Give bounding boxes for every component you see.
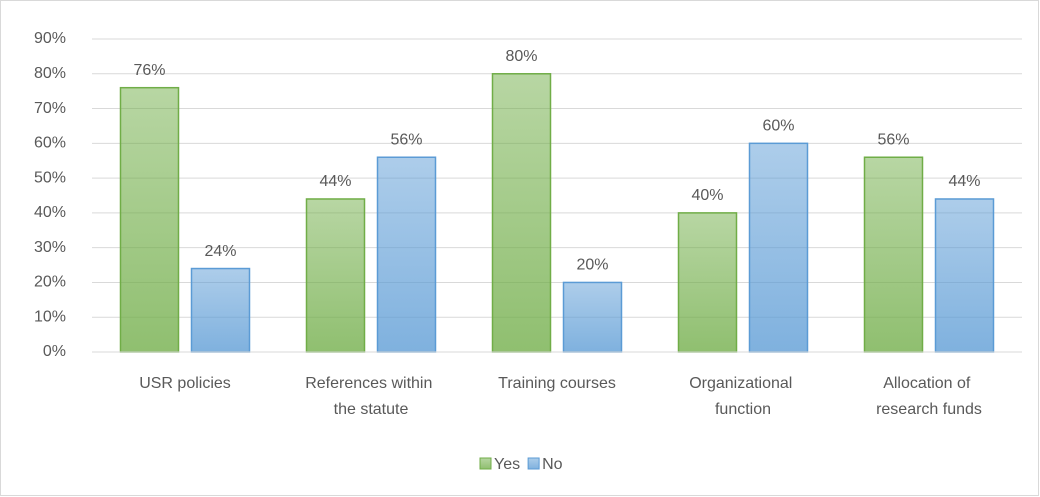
bar [677,212,738,353]
x-tick-label: Organizational function [689,375,797,418]
data-label: 40% [691,187,723,204]
y-tick-label: 70% [34,100,66,117]
x-tick-label: Training courses [498,375,616,392]
y-tick-label: 10% [34,308,66,325]
data-label: 76% [133,62,165,79]
x-tick-label: References within the statute [305,375,437,418]
bar [863,156,924,353]
x-tick-label: USR policies [139,375,231,392]
bar [748,142,809,353]
legend-swatch [527,457,540,470]
bar [562,281,623,353]
y-tick-label: 20% [34,274,66,291]
y-tick-label: 90% [34,30,66,47]
data-label: 60% [762,118,794,135]
data-label: 24% [204,243,236,260]
bar [305,198,366,353]
y-tick-label: 80% [34,65,66,82]
x-tick-label: Allocation of research funds [876,375,982,418]
data-label: 80% [505,48,537,65]
data-label: 56% [390,131,422,148]
bar [934,198,995,353]
data-label: 44% [319,173,351,190]
bar [491,73,552,353]
y-tick-label: 40% [34,204,66,221]
y-tick-label: 0% [43,343,66,360]
data-label: 20% [576,257,608,274]
y-tick-label: 30% [34,239,66,256]
data-label: 56% [877,131,909,148]
data-label: 44% [948,173,980,190]
legend-label: No [542,456,563,473]
bar [376,156,437,353]
y-tick-label: 60% [34,135,66,152]
bar [190,267,251,353]
legend-label: Yes [494,456,520,473]
y-tick-label: 50% [34,169,66,186]
bar [119,86,180,353]
legend-swatch [479,457,492,470]
